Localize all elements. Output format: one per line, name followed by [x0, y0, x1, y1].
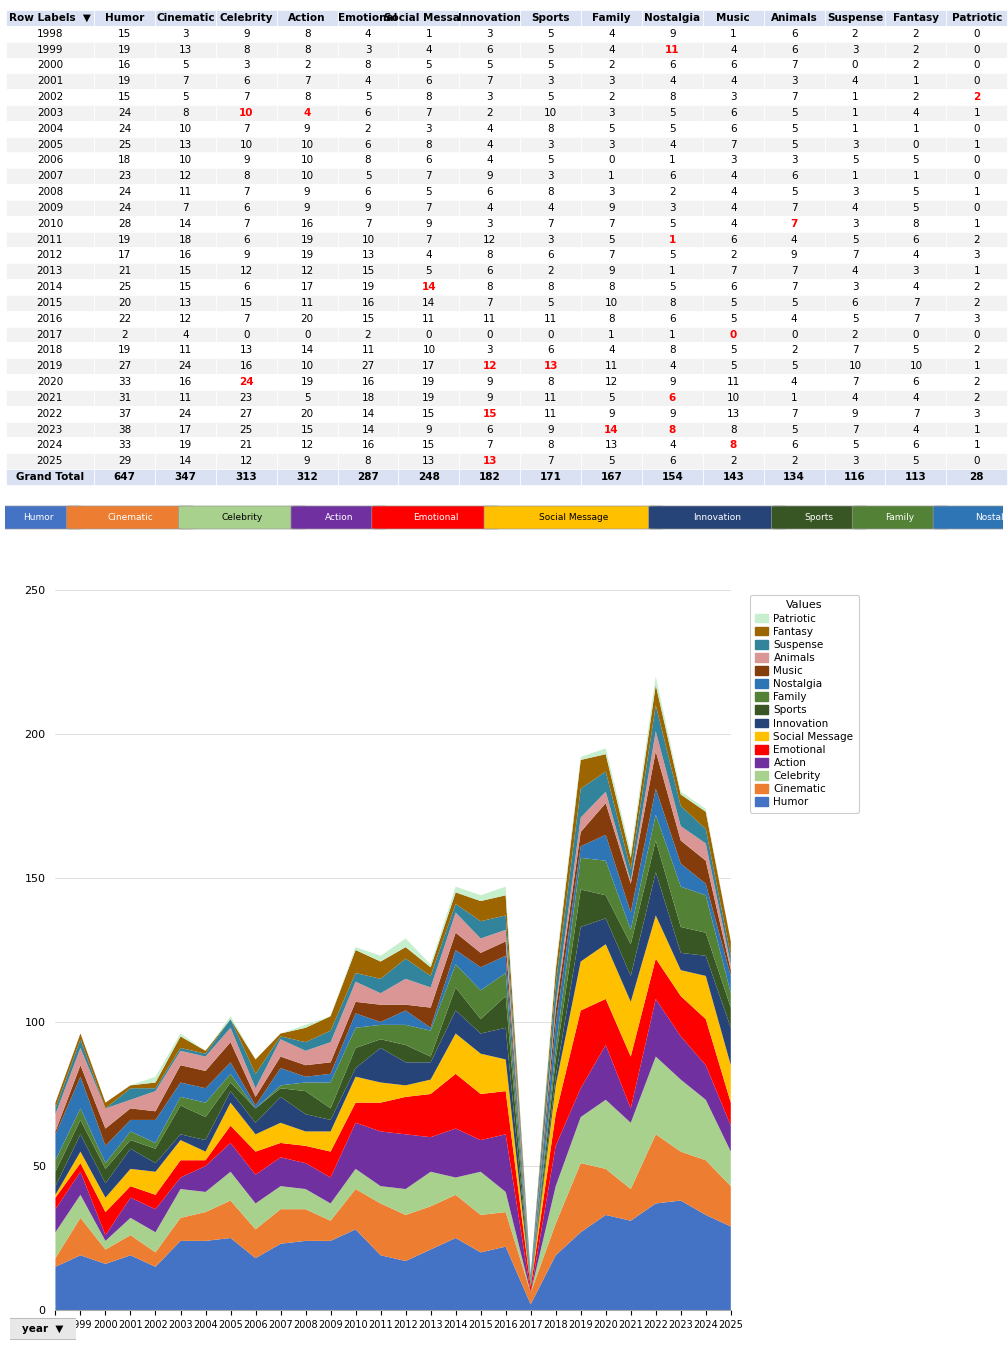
FancyBboxPatch shape — [7, 1317, 79, 1340]
FancyBboxPatch shape — [67, 506, 194, 529]
FancyBboxPatch shape — [0, 506, 82, 529]
FancyBboxPatch shape — [771, 506, 867, 529]
Text: Sports: Sports — [804, 513, 834, 523]
Text: Nostalgia: Nostalgia — [976, 513, 1008, 523]
FancyBboxPatch shape — [853, 506, 949, 529]
FancyBboxPatch shape — [933, 506, 1008, 529]
FancyBboxPatch shape — [178, 506, 305, 529]
Text: Social Message: Social Message — [539, 513, 609, 523]
Text: Innovation: Innovation — [694, 513, 742, 523]
FancyBboxPatch shape — [484, 506, 663, 529]
Text: Humor: Humor — [23, 513, 54, 523]
FancyBboxPatch shape — [649, 506, 786, 529]
FancyBboxPatch shape — [291, 506, 387, 529]
Text: Action: Action — [325, 513, 353, 523]
Text: year  ▼: year ▼ — [22, 1324, 64, 1334]
Legend: Patriotic, Fantasy, Suspense, Animals, Music, Nostalgia, Family, Sports, Innovat: Patriotic, Fantasy, Suspense, Animals, M… — [750, 595, 859, 812]
Text: Emotional: Emotional — [412, 513, 459, 523]
Text: Family: Family — [886, 513, 914, 523]
FancyBboxPatch shape — [372, 506, 499, 529]
Text: Cinematic: Cinematic — [107, 513, 153, 523]
Text: Celebrity: Celebrity — [222, 513, 263, 523]
